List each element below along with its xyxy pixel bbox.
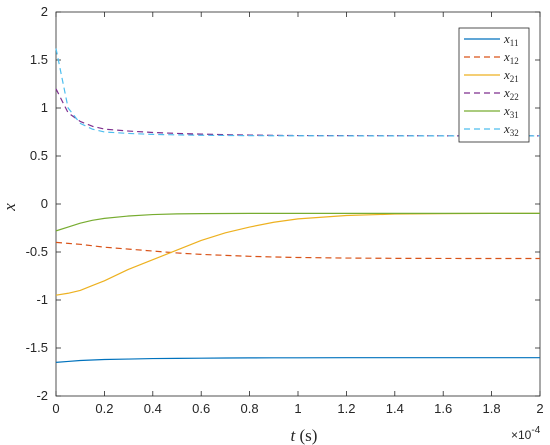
legend-label-base: x	[503, 31, 510, 46]
x-tick-label: 0.6	[192, 401, 210, 416]
x-tick-label: 1.2	[337, 401, 355, 416]
x-exponent-base: ×10	[511, 428, 532, 442]
y-tick-label: 0.5	[30, 148, 48, 163]
y-tick-label: -1.5	[26, 340, 48, 355]
x-tick-label: 0	[52, 401, 59, 416]
y-tick-label: -2	[36, 388, 48, 403]
x-exponent-power: -4	[531, 425, 540, 436]
x-tick-label: 1.6	[434, 401, 452, 416]
legend-label-x12: x12	[503, 49, 519, 66]
legend-label-sub: 31	[510, 110, 519, 120]
x-axis-title: t (s)	[291, 426, 318, 445]
legend-label-sub: 11	[510, 38, 519, 48]
legend-label-sub: 32	[510, 128, 519, 138]
x-tick-label: 0.4	[144, 401, 162, 416]
legend-label-base: x	[503, 49, 510, 64]
y-axis-title: x	[0, 203, 19, 212]
series-line-x32	[55, 48, 540, 137]
legend-label-base: x	[503, 121, 510, 136]
legend-label-sub: 12	[510, 56, 519, 66]
axis-ticks	[55, 11, 541, 397]
legend-label-x22: x22	[503, 85, 519, 102]
legend-label-x32: x32	[503, 121, 519, 138]
legend-label-base: x	[503, 67, 510, 82]
series-line-x31	[55, 212, 540, 232]
y-tick-label: 1.5	[30, 52, 48, 67]
legend-box	[458, 27, 530, 143]
legend-label-x11: x11	[503, 31, 518, 48]
x-axis-var: t	[291, 426, 297, 445]
y-tick-label: -1	[36, 292, 48, 307]
x-tick-label: 1.8	[483, 401, 501, 416]
series-line-x11	[55, 357, 540, 363]
legend-label-sub: 22	[510, 92, 519, 102]
legend-label-base: x	[503, 103, 510, 118]
x-tick-label: 1.4	[386, 401, 404, 416]
x-tick-label: 0.2	[95, 401, 113, 416]
y-tick-label: -0.5	[26, 244, 48, 259]
legend-label-base: x	[503, 85, 510, 100]
legend-label-x31: x31	[503, 103, 519, 120]
x-tick-label: 0.8	[241, 401, 259, 416]
series-lines	[55, 48, 540, 363]
y-tick-label: 1	[41, 100, 48, 115]
y-tick-label: 2	[41, 4, 48, 19]
x-axis-unit: (s)	[300, 426, 318, 445]
legend-label-sub: 21	[510, 74, 519, 84]
x-tick-label: 1	[294, 401, 301, 416]
y-axis-var: x	[0, 203, 19, 212]
x-exponent-label: ×10-4	[511, 425, 541, 442]
y-tick-label: 0	[41, 196, 48, 211]
legend-label-x21: x21	[503, 67, 519, 84]
x-tick-label: 2	[536, 401, 543, 416]
tick-labels: 0 0.2 0.4 0.6 0.8 1 1.2 1.4 1.6 1.8 2 -2 -1.5 -1 -0.5 0…	[26, 4, 544, 416]
series-line-x12	[55, 241, 540, 260]
